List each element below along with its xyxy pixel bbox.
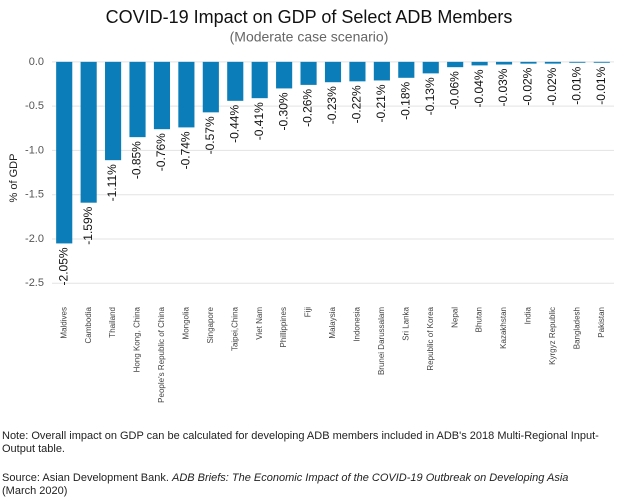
bar xyxy=(227,61,244,101)
x-tick-label: Taipei,China xyxy=(230,306,239,351)
value-label: -0.30% xyxy=(276,92,290,130)
bar xyxy=(373,61,390,81)
bar xyxy=(471,61,488,66)
bar xyxy=(520,61,537,64)
bar xyxy=(422,61,439,74)
value-label: -0.57% xyxy=(203,116,217,154)
source-suffix: (March 2020) xyxy=(2,485,68,497)
bar xyxy=(178,61,195,128)
value-label: -0.21% xyxy=(374,84,388,122)
y-tick-label: 0.0 xyxy=(29,56,44,68)
x-tick-label: Sri Lanka xyxy=(401,306,410,340)
x-tick-label: Kazakhstan xyxy=(499,307,508,349)
value-label: -0.06% xyxy=(447,71,461,109)
x-tick-label: Thailand xyxy=(108,307,117,338)
y-tick-label: -0.5 xyxy=(25,100,44,112)
x-tick-label: Brunei Darussalam xyxy=(377,307,386,375)
y-tick-label: -1.0 xyxy=(25,144,44,156)
x-tick-label: Hong Kong, China xyxy=(133,306,142,372)
x-tick-label: Bhutan xyxy=(475,307,484,332)
x-tick-label: Mongolia xyxy=(182,306,191,339)
bar xyxy=(80,61,97,203)
value-label: -0.74% xyxy=(179,131,193,169)
bar xyxy=(202,61,219,113)
source-prefix: Source: Asian Development Bank. xyxy=(2,472,169,484)
chart: COVID-19 Impact on GDP of Select ADB Mem… xyxy=(8,7,614,403)
x-tick-label: Republic of Korea xyxy=(426,306,435,370)
bar xyxy=(544,61,561,64)
x-tick-label: Cambodia xyxy=(84,306,93,343)
bar xyxy=(349,61,366,82)
value-label: -0.23% xyxy=(325,86,339,124)
y-tick-label: -2.0 xyxy=(25,233,44,245)
x-tick-label: Fiji xyxy=(304,307,313,317)
value-label: -0.22% xyxy=(350,85,364,123)
x-tick-label: Kyrgyz Republic xyxy=(548,307,557,365)
y-tick-label: -2.5 xyxy=(25,277,44,289)
bar xyxy=(447,61,464,68)
x-tick-label: Indonesia xyxy=(353,306,362,341)
value-label: -1.11% xyxy=(105,164,119,201)
value-label: -2.05% xyxy=(56,247,70,285)
x-tick-label: Maldives xyxy=(59,307,68,339)
value-label: -0.41% xyxy=(252,102,266,140)
note: Note: Overall impact on GDP can be calcu… xyxy=(2,430,599,455)
chart-subtitle: (Moderate case scenario) xyxy=(230,29,389,45)
value-label: -0.18% xyxy=(398,81,412,119)
x-tick-label: Singapore xyxy=(206,306,215,343)
value-label: -0.04% xyxy=(472,69,486,107)
x-tick-label: Malaysia xyxy=(328,306,337,338)
bar xyxy=(105,61,122,161)
x-tick-label: Phillippines xyxy=(279,307,288,347)
bar xyxy=(324,61,342,83)
bar xyxy=(593,61,610,63)
value-label: -0.26% xyxy=(301,89,315,127)
x-tick-label: India xyxy=(524,306,533,324)
x-tick-label: Pakistan xyxy=(597,307,606,338)
y-axis-label: % of GDP xyxy=(8,154,20,203)
bar xyxy=(129,61,146,138)
value-label: -0.44% xyxy=(227,105,241,143)
value-label: -1.59% xyxy=(81,206,95,244)
x-tick-label: Viet Nam xyxy=(255,307,264,340)
value-label: -0.01% xyxy=(570,66,584,104)
source-title: ADB Briefs: The Economic Impact of the C… xyxy=(172,472,569,484)
y-tick-label: -1.5 xyxy=(25,189,44,201)
source: Source: Asian Development Bank. ADB Brie… xyxy=(2,472,602,498)
bar xyxy=(251,61,268,99)
x-tick-label: People's Republic of China xyxy=(157,306,166,402)
bar xyxy=(398,61,415,78)
value-label: -0.01% xyxy=(594,66,608,104)
chart-title: COVID-19 Impact on GDP of Select ADB Mem… xyxy=(106,7,513,27)
value-label: -0.02% xyxy=(545,67,559,105)
value-label: -0.13% xyxy=(423,77,437,115)
value-label: -0.85% xyxy=(130,141,144,179)
bar xyxy=(56,61,73,244)
x-tick-label: Nepal xyxy=(450,307,459,328)
value-label: -0.03% xyxy=(496,68,510,106)
x-tick-label: Bangladesh xyxy=(572,307,581,349)
value-label: -0.76% xyxy=(154,133,168,171)
bar xyxy=(153,61,171,130)
bar xyxy=(569,61,586,63)
bar xyxy=(495,61,513,65)
bar xyxy=(300,61,317,85)
value-label: -0.02% xyxy=(521,67,535,105)
bar xyxy=(276,61,293,89)
